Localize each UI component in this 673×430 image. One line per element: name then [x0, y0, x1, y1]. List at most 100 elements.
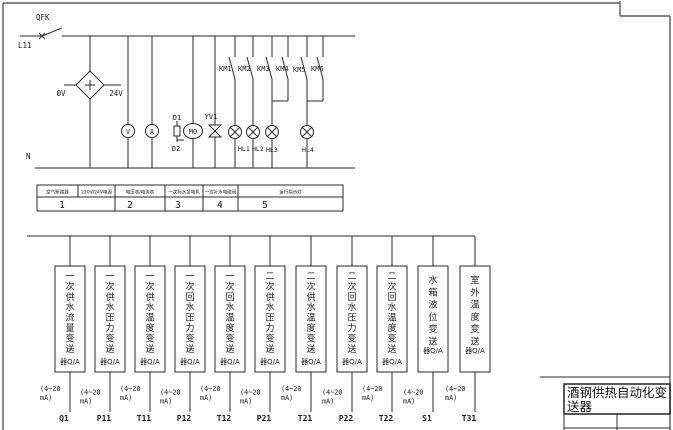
transmitter-suffix: 器Q/A: [180, 358, 200, 366]
transmitter-tag: T31: [462, 414, 477, 423]
circuit-breaker: QFK L11: [18, 13, 63, 50]
signal-range-line1: (4~20: [281, 385, 301, 393]
svg-text:量: 量: [65, 323, 74, 334]
signal-range-line2: mA): [80, 398, 92, 406]
svg-text:变: 变: [265, 332, 274, 344]
svg-text:送: 送: [347, 343, 356, 355]
transmitter-tag: T21: [298, 414, 313, 423]
signal-range-line1: (4~20: [120, 385, 140, 393]
svg-text:变: 变: [225, 332, 234, 344]
svg-text:供: 供: [145, 291, 154, 303]
indicator-lamps: HL1 HL2 HL3 HL4: [228, 125, 314, 168]
svg-text:力: 力: [347, 322, 356, 334]
signal-range-line2: mA): [200, 394, 212, 402]
km1-label: KM1: [219, 65, 232, 73]
contactor-km2: KM2: [238, 36, 254, 126]
svg-text:次: 次: [387, 280, 396, 292]
transmitter-tag: P11: [97, 414, 112, 423]
svg-text:度: 度: [387, 322, 396, 334]
transmitter-tag: T22: [379, 414, 394, 423]
svg-text:送: 送: [185, 343, 194, 355]
signal-range-line1: (4~20: [200, 385, 220, 393]
svg-text:回: 回: [387, 292, 396, 303]
svg-text:室: 室: [470, 274, 479, 286]
svg-text:位: 位: [428, 311, 437, 323]
neutral-bus: N: [26, 152, 355, 169]
svg-text:变: 变: [65, 332, 74, 344]
transmitter-tag: Q1: [59, 414, 69, 423]
svg-text:次: 次: [306, 280, 315, 292]
legend-header: 运行指示灯: [279, 189, 302, 196]
svg-text:变: 变: [105, 332, 114, 344]
svg-text:一: 一: [185, 272, 194, 282]
svg-text:送: 送: [428, 336, 437, 348]
legend-header: 一次补水泵电机: [168, 189, 200, 196]
svg-text:流: 流: [65, 312, 74, 324]
transmitter-tag: P22: [339, 414, 354, 423]
neutral-label: N: [26, 152, 31, 161]
solenoid-valve: YV1: [205, 36, 223, 168]
svg-text:送: 送: [145, 343, 154, 355]
svg-text:水: 水: [387, 301, 396, 313]
svg-text:水: 水: [428, 274, 437, 286]
svg-text:水: 水: [347, 301, 356, 313]
svg-text:温: 温: [145, 313, 154, 324]
svg-text:二: 二: [387, 272, 396, 282]
hl2-label: HL2: [252, 145, 264, 153]
svg-text:次: 次: [265, 280, 274, 292]
supply-0v-label: 0V: [56, 89, 66, 98]
svg-text:送: 送: [306, 343, 315, 355]
voltmeter-label: V: [126, 128, 131, 136]
svg-text:回: 回: [225, 292, 234, 303]
svg-text:变: 变: [347, 332, 356, 344]
svg-text:送: 送: [265, 343, 274, 355]
transmitter-tag: T12: [217, 414, 232, 423]
svg-text:压: 压: [185, 313, 194, 324]
signal-range-line2: mA): [281, 394, 293, 402]
power-supply-converter: 0V 24V: [56, 36, 123, 168]
hl3-label: HL3: [266, 146, 278, 154]
legend-number: 1: [59, 200, 65, 211]
svg-text:次: 次: [105, 280, 114, 292]
km6-label: KM6: [311, 65, 324, 73]
legend-number: 4: [217, 200, 223, 211]
drawing-title: 酒钢供热自动化变送器: [567, 385, 668, 414]
title-block-frame: [540, 376, 671, 430]
transmitter-suffix: 器Q/A: [260, 358, 280, 366]
svg-text:水: 水: [225, 301, 234, 313]
svg-text:变: 变: [470, 323, 479, 335]
svg-text:水: 水: [105, 301, 114, 313]
contactor-km6: KM6: [307, 36, 324, 102]
svg-text:送: 送: [225, 343, 234, 355]
svg-text:变: 变: [306, 332, 315, 344]
legend-header: 空气断路器: [46, 189, 69, 196]
signal-range-line1: (4~20: [240, 389, 260, 397]
svg-text:二: 二: [306, 272, 315, 282]
svg-text:外: 外: [470, 286, 479, 298]
pump-motor: M0: [183, 36, 203, 168]
svg-text:送: 送: [65, 343, 74, 355]
contactor-km5: KM5: [293, 36, 308, 126]
svg-text:水: 水: [185, 301, 194, 313]
hl4-label: HL4: [302, 146, 314, 154]
breaker-label: QFK: [36, 13, 50, 22]
signal-range-line1: (4~20: [445, 385, 465, 393]
svg-text:一: 一: [225, 272, 234, 282]
svg-text:供: 供: [105, 291, 114, 303]
svg-text:一: 一: [65, 272, 74, 282]
svg-text:变: 变: [387, 332, 396, 344]
